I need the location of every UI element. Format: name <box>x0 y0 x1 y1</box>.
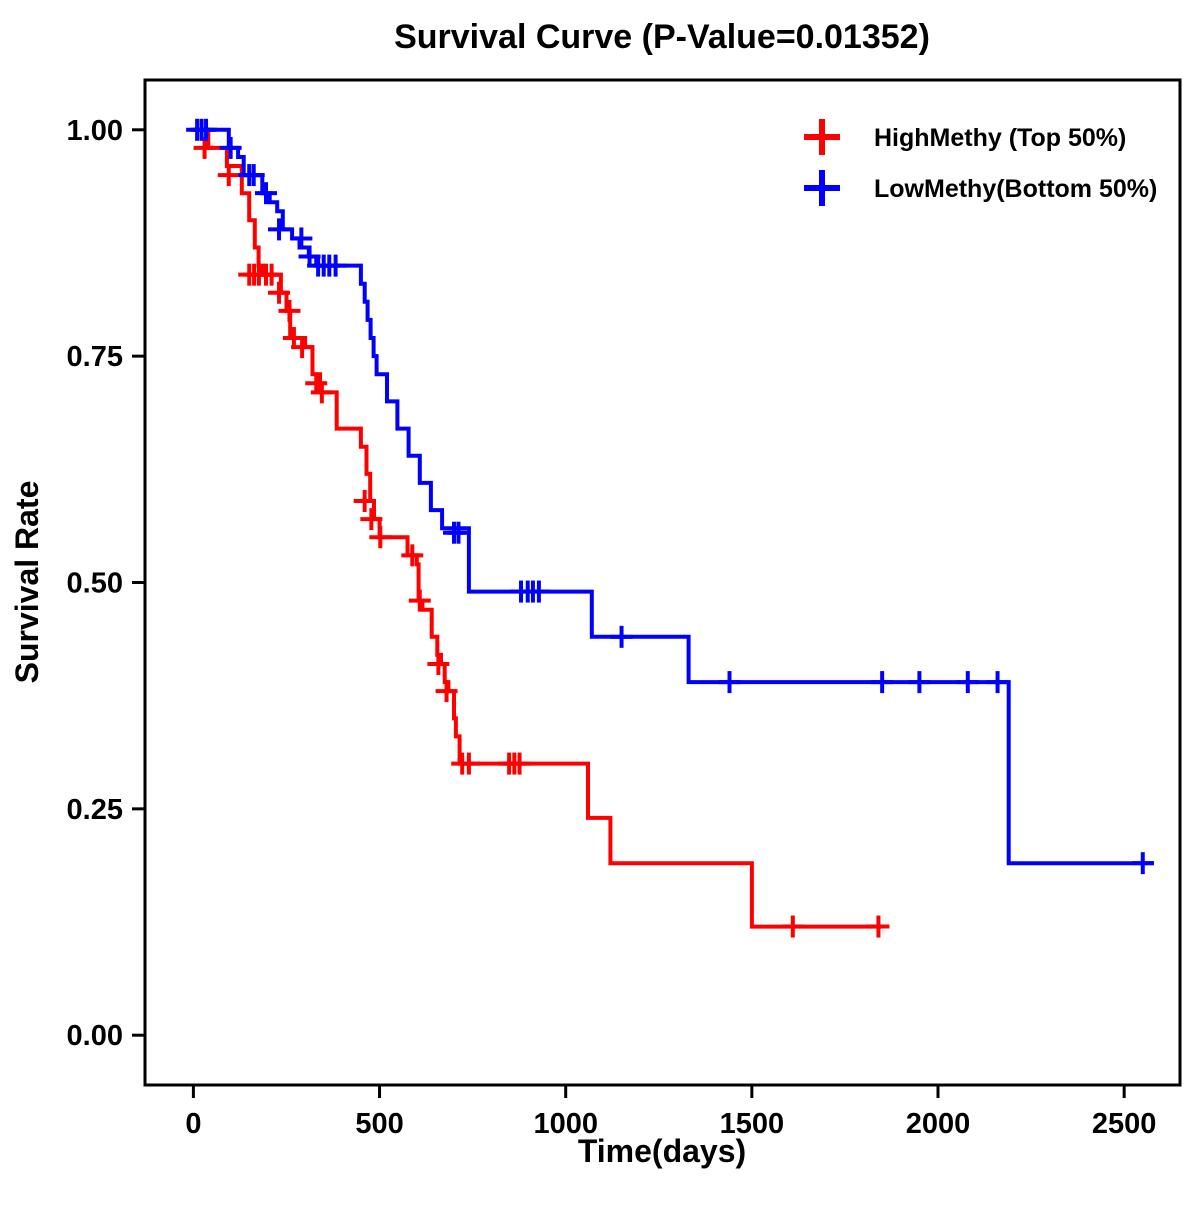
plot-area: 0 500 1000 1500 2000 2500 0.00 0.25 0.50 0.75 1.00… <box>67 78 1182 1140</box>
censor-mark <box>268 281 291 304</box>
y-tick-label: 0.25 <box>67 794 123 826</box>
y-tick-label: 0.75 <box>67 341 123 373</box>
censor-mark <box>324 254 347 277</box>
censor-mark <box>871 671 894 694</box>
censor-mark <box>242 164 265 187</box>
censor-mark <box>219 136 242 159</box>
survival-curve-lowmethy <box>193 127 1154 866</box>
y-tick-label: 0.00 <box>67 1020 123 1052</box>
legend-label: LowMethy(Bottom 50%) <box>874 175 1157 203</box>
censor-mark <box>986 671 1009 694</box>
x-tick-label: 500 <box>355 1108 403 1140</box>
legend-label: HighMethy (Top 50%) <box>874 124 1126 152</box>
censor-mark <box>369 526 392 549</box>
legend-item-highmethy: HighMethy (Top 50%) <box>804 119 1126 155</box>
censor-mark <box>360 508 383 531</box>
censor-mark <box>401 544 424 567</box>
y-axis-label: Survival Rate <box>9 481 45 684</box>
censor-mark <box>254 182 277 205</box>
censor-mark <box>353 490 376 513</box>
survival-curve-highmethy <box>193 127 883 929</box>
x-tick-label: 1000 <box>533 1108 598 1140</box>
censor-mark <box>781 915 804 938</box>
censor-mark <box>268 218 291 241</box>
censor-mark <box>310 381 333 404</box>
censor-mark <box>610 625 633 648</box>
censor-mark <box>527 580 550 603</box>
censor-mark <box>508 752 531 775</box>
x-tick-label: 2000 <box>906 1108 971 1140</box>
y-tick-label: 1.00 <box>67 115 123 147</box>
censor-mark <box>435 680 458 703</box>
y-tick-label: 0.50 <box>67 568 123 600</box>
censor-mark <box>217 164 240 187</box>
x-tick-label: 0 <box>185 1108 201 1140</box>
censor-mark <box>278 299 301 322</box>
censor-mark <box>260 263 283 286</box>
censor-mark <box>718 671 741 694</box>
censor-mark <box>1131 852 1154 875</box>
censor-mark <box>291 336 314 359</box>
censor-mark <box>908 671 931 694</box>
censor-mark <box>290 227 313 250</box>
chart-title: Survival Curve (P-Value=0.01352) <box>394 18 930 56</box>
censor-mark <box>408 589 431 612</box>
x-axis-label: Time(days) <box>578 1133 746 1169</box>
censor-mark <box>427 652 450 675</box>
censor-mark <box>447 521 470 544</box>
x-tick-label: 1500 <box>720 1108 785 1140</box>
legend-item-lowmethy: LowMethy(Bottom 50%) <box>804 170 1157 206</box>
censor-mark <box>195 118 218 141</box>
x-tick-label: 2500 <box>1092 1108 1157 1140</box>
censor-mark <box>457 752 480 775</box>
censor-mark <box>867 915 890 938</box>
censor-mark <box>956 671 979 694</box>
